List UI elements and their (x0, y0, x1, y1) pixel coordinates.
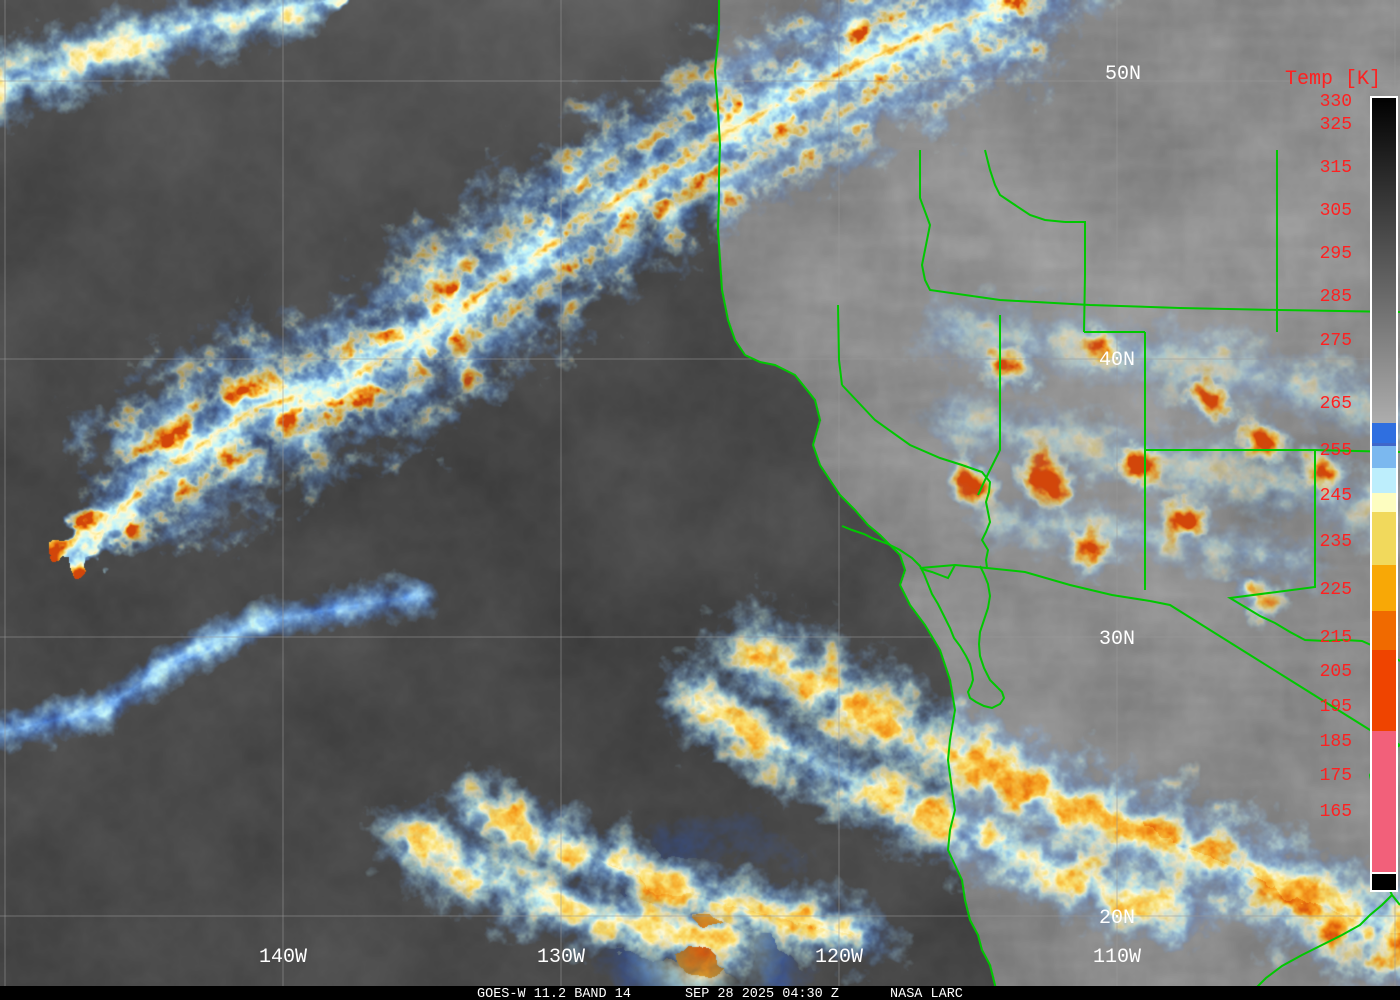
svg-text:265: 265 (1320, 394, 1352, 414)
svg-text:Temp [K]: Temp [K] (1285, 68, 1381, 91)
svg-text:325: 325 (1320, 115, 1352, 135)
svg-text:295: 295 (1320, 244, 1352, 264)
svg-text:185: 185 (1320, 732, 1352, 752)
svg-text:140W: 140W (259, 946, 307, 969)
svg-text:205: 205 (1320, 662, 1352, 682)
svg-text:GOES-W 11.2 BAND 14: GOES-W 11.2 BAND 14 (477, 987, 631, 1000)
svg-text:50N: 50N (1105, 63, 1141, 86)
svg-text:20N: 20N (1099, 907, 1135, 930)
svg-text:NASA LARC: NASA LARC (890, 987, 963, 1000)
svg-text:30N: 30N (1099, 628, 1135, 651)
svg-text:110W: 110W (1093, 946, 1141, 969)
svg-text:195: 195 (1320, 697, 1352, 717)
svg-text:40N: 40N (1099, 349, 1135, 372)
svg-text:235: 235 (1320, 532, 1352, 552)
svg-text:245: 245 (1320, 486, 1352, 506)
svg-text:130W: 130W (537, 946, 585, 969)
svg-text:305: 305 (1320, 201, 1352, 221)
svg-text:120W: 120W (815, 946, 863, 969)
svg-text:175: 175 (1320, 766, 1352, 786)
svg-text:165: 165 (1320, 802, 1352, 822)
svg-text:315: 315 (1320, 158, 1352, 178)
svg-text:215: 215 (1320, 628, 1352, 648)
svg-text:285: 285 (1320, 287, 1352, 307)
svg-text:255: 255 (1320, 441, 1352, 461)
svg-text:330: 330 (1320, 92, 1352, 112)
svg-text:275: 275 (1320, 331, 1352, 351)
svg-text:SEP 28 2025 04:30 Z: SEP 28 2025 04:30 Z (685, 987, 839, 1000)
svg-text:225: 225 (1320, 580, 1352, 600)
